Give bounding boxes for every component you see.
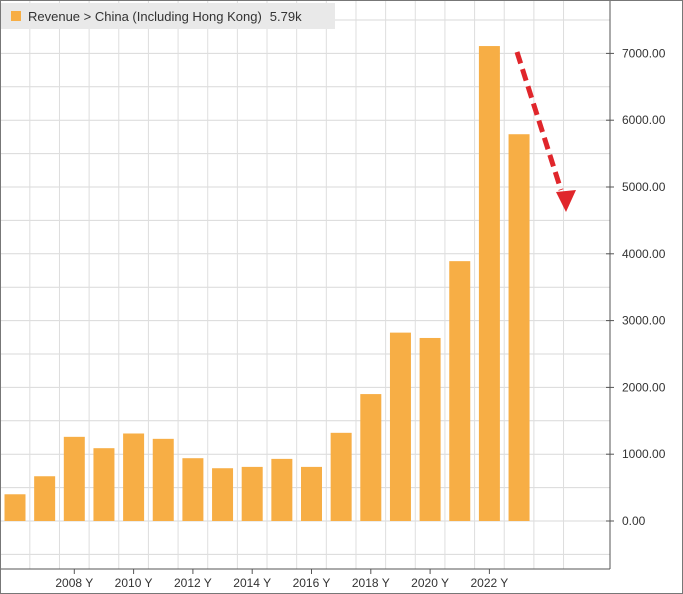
- y-axis-ticks: 0.00 1000.00 2000.00 3000.00 4000.00 5000.00 6…: [606, 46, 666, 528]
- y-tick-label: 7000.00: [622, 46, 666, 60]
- bar-2018: [360, 394, 382, 521]
- y-tick-label: 5000.00: [622, 180, 666, 194]
- bar-2013: [212, 468, 234, 521]
- x-tick-label: 2014 Y: [233, 576, 271, 590]
- y-tick-label: 3000.00: [622, 314, 666, 328]
- y-tick-label: 6000.00: [622, 113, 666, 127]
- bar-2010: [123, 433, 145, 521]
- legend: Revenue > China (Including Hong Kong) 5.…: [1, 3, 335, 29]
- x-tick-label: 2016 Y: [293, 576, 331, 590]
- legend-swatch: [11, 11, 21, 21]
- annotation-arrow-shaft: [514, 51, 564, 191]
- x-tick-label: 2018 Y: [352, 576, 390, 590]
- y-tick-label: 0.00: [622, 514, 646, 528]
- x-tick-label: 2020 Y: [411, 576, 449, 590]
- x-axis-ticks: 2008 Y 2010 Y 2012 Y 2014 Y 2016 Y 2018 Y 2020…: [55, 569, 508, 590]
- bar-2022: [478, 46, 500, 521]
- y-tick-label: 2000.00: [622, 380, 666, 394]
- bar-2008: [63, 436, 85, 521]
- x-tick-label: 2012 Y: [174, 576, 212, 590]
- y-tick-label: 1000.00: [622, 447, 666, 461]
- x-tick-label: 2022 Y: [470, 576, 508, 590]
- x-tick-label: 2010 Y: [115, 576, 153, 590]
- bar-2012: [182, 458, 204, 521]
- y-tick-label: 4000.00: [622, 247, 666, 261]
- bar-2017: [330, 432, 352, 521]
- bar-2009: [93, 448, 115, 521]
- bar-2019: [389, 332, 411, 521]
- x-tick-label: 2008 Y: [55, 576, 93, 590]
- bar-2014: [241, 466, 263, 521]
- legend-label: Revenue > China (Including Hong Kong): [28, 8, 262, 24]
- bar-2007: [34, 476, 56, 521]
- bars-group: [4, 46, 530, 521]
- bar-2011: [152, 438, 174, 521]
- bar-2015: [271, 458, 293, 521]
- annotation-arrow-head: [556, 190, 576, 212]
- bar-2023: [508, 134, 530, 521]
- bar-2021: [449, 261, 471, 521]
- legend-value: 5.79k: [269, 8, 302, 24]
- annotation-group: [514, 51, 576, 212]
- bar-2006: [4, 494, 26, 521]
- grid-lines: [1, 0, 611, 570]
- bar-2020: [419, 337, 441, 521]
- bar-2016: [301, 466, 322, 521]
